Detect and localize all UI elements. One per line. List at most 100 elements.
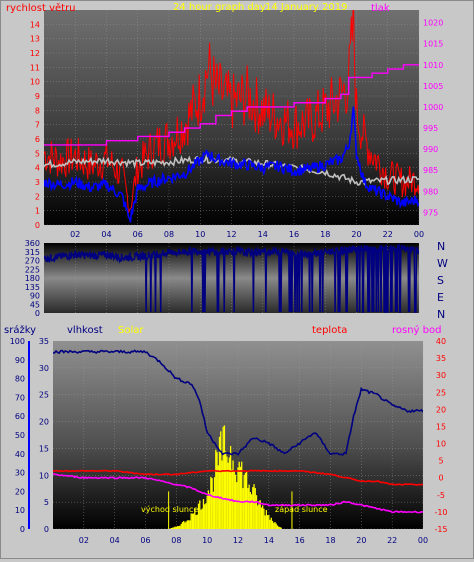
bottom-x-tick-label: 02 (79, 536, 89, 545)
bottom-rain-tick-label: 20 (15, 487, 25, 496)
bottom-x-tick-label: 06 (140, 536, 150, 545)
bottom-x-tick-label: 16 (295, 536, 305, 545)
bottom-rain-tick-label: 70 (15, 393, 25, 402)
bottom-temp-tick-label: -5 (437, 491, 445, 500)
top-right-tick-label: 985 (423, 166, 438, 175)
top-right-tick-label: 1000 (423, 103, 443, 112)
bottom-x-tick-label: 14 (264, 536, 274, 545)
chart-date: 14 January 2019 (265, 2, 347, 13)
bottom-humidity-tick-label: 25 (39, 391, 49, 400)
bottom-rain-tick-label: 0 (20, 525, 25, 534)
top-left-tick-label: 14 (30, 20, 40, 29)
top-x-tick-label: 04 (101, 230, 111, 239)
bottom-humidity-tick-label: 0 (44, 525, 49, 534)
mid-y-tick-label: 270 (25, 257, 40, 266)
bottom-temp-tick-label: 0 (438, 474, 443, 483)
mid-y-tick-label: 225 (25, 265, 40, 274)
top-x-tick-label: 16 (289, 230, 299, 239)
bottom-x-tick-label: 00 (418, 536, 428, 545)
top-right-tick-label: 1020 (423, 19, 443, 28)
wind-average-line (44, 106, 419, 223)
bottom-temp-tick-label: 25 (436, 388, 446, 397)
top-x-tick-label: 10 (195, 230, 205, 239)
top-left-tick-label: 3 (35, 178, 40, 187)
top-left-tick-label: 10 (30, 78, 40, 87)
top-x-tick-label: 14 (258, 230, 268, 239)
pressure-line (44, 64, 419, 146)
solar-axis-title: Solar (118, 325, 144, 336)
bottom-x-tick-label: 18 (325, 536, 335, 545)
bottom-humidity-tick-label: 5 (44, 498, 49, 507)
sunset-annotation: západ slunce (275, 505, 328, 514)
humidity-line (53, 349, 423, 456)
bottom-rain-tick-label: 50 (15, 431, 25, 440)
bottom-humidity-tick-label: 10 (39, 471, 49, 480)
top-left-tick-label: 5 (35, 149, 40, 158)
top-left-tick-label: 7 (35, 121, 40, 130)
top-plot-area (44, 10, 419, 225)
mid-y-tick-label: 0 (35, 309, 40, 318)
bottom-temp-tick-label: 5 (438, 457, 443, 466)
humidity-axis-title: vlhkost (67, 325, 103, 336)
bottom-x-tick-label: 20 (356, 536, 366, 545)
top-left-tick-label: 6 (35, 135, 40, 144)
compass-w: W (437, 257, 448, 270)
bottom-temp-tick-label: -10 (434, 508, 447, 517)
top-x-tick-label: 08 (164, 230, 174, 239)
top-left-tick-label: 12 (30, 49, 40, 58)
temperature-axis-title: teplota (312, 325, 347, 336)
mid-y-tick-label: 45 (30, 300, 40, 309)
bottom-rain-tick-label: 40 (15, 450, 25, 459)
pressure-axis-title: tlak (371, 3, 390, 14)
bottom-humidity-tick-label: 35 (39, 337, 49, 346)
bottom-x-tick-label: 10 (202, 536, 212, 545)
bottom-x-tick-label: 08 (171, 536, 181, 545)
top-left-tick-label: 13 (30, 35, 40, 44)
top-left-tick-label: 2 (35, 192, 40, 201)
top-x-tick-label: 00 (414, 230, 424, 239)
mid-y-tick-label: 135 (25, 283, 40, 292)
mid-y-tick-label: 315 (25, 248, 40, 257)
top-left-tick-label: 11 (30, 63, 40, 72)
chart-title: 24 hour graph day (173, 2, 266, 13)
bottom-humidity-tick-label: 15 (39, 444, 49, 453)
top-x-tick-label: 20 (351, 230, 361, 239)
bottom-humidity-tick-label: 30 (39, 364, 49, 373)
top-right-tick-label: 980 (423, 187, 438, 196)
wind-direction-line (44, 243, 419, 313)
compass-n-bottom: N (437, 308, 445, 321)
top-left-tick-label: 0 (35, 221, 40, 230)
top-right-tick-label: 975 (423, 208, 438, 217)
top-right-tick-label: 1010 (423, 61, 443, 70)
top-right-tick-label: 990 (423, 145, 438, 154)
compass-n-top: N (437, 240, 445, 253)
bottom-rain-tick-label: 80 (15, 375, 25, 384)
dewpoint-axis-title: rosný bod (392, 324, 441, 336)
rain-axis-title: srážky (4, 324, 36, 336)
bottom-rain-tick-label: 30 (15, 469, 25, 478)
bottom-humidity-tick-label: 20 (39, 418, 49, 427)
temperature-line (53, 469, 423, 486)
compass-e: E (437, 291, 444, 304)
top-right-tick-label: 1015 (423, 40, 443, 49)
bottom-temp-tick-label: 20 (436, 405, 446, 414)
top-left-tick-label: 9 (35, 92, 40, 101)
bottom-temp-tick-label: 40 (436, 337, 446, 346)
bottom-temp-tick-label: 15 (436, 422, 446, 431)
bottom-temp-tick-label: 35 (436, 354, 446, 363)
bottom-x-tick-label: 22 (387, 536, 397, 545)
dewpoint-line (53, 472, 423, 514)
top-x-tick-label: 12 (226, 230, 236, 239)
bottom-rain-tick-label: 90 (15, 356, 25, 365)
sunrise-annotation: východ slunce (141, 505, 198, 514)
bottom-temp-tick-label: 30 (436, 371, 446, 380)
compass-s: S (437, 274, 444, 287)
bottom-x-tick-label: 12 (233, 536, 243, 545)
bottom-x-tick-label: 04 (110, 536, 120, 545)
top-right-tick-label: 995 (423, 124, 438, 133)
top-x-tick-label: 06 (133, 230, 143, 239)
bottom-rain-tick-label: 10 (15, 506, 25, 515)
bottom-rain-tick-label: 100 (10, 337, 25, 346)
